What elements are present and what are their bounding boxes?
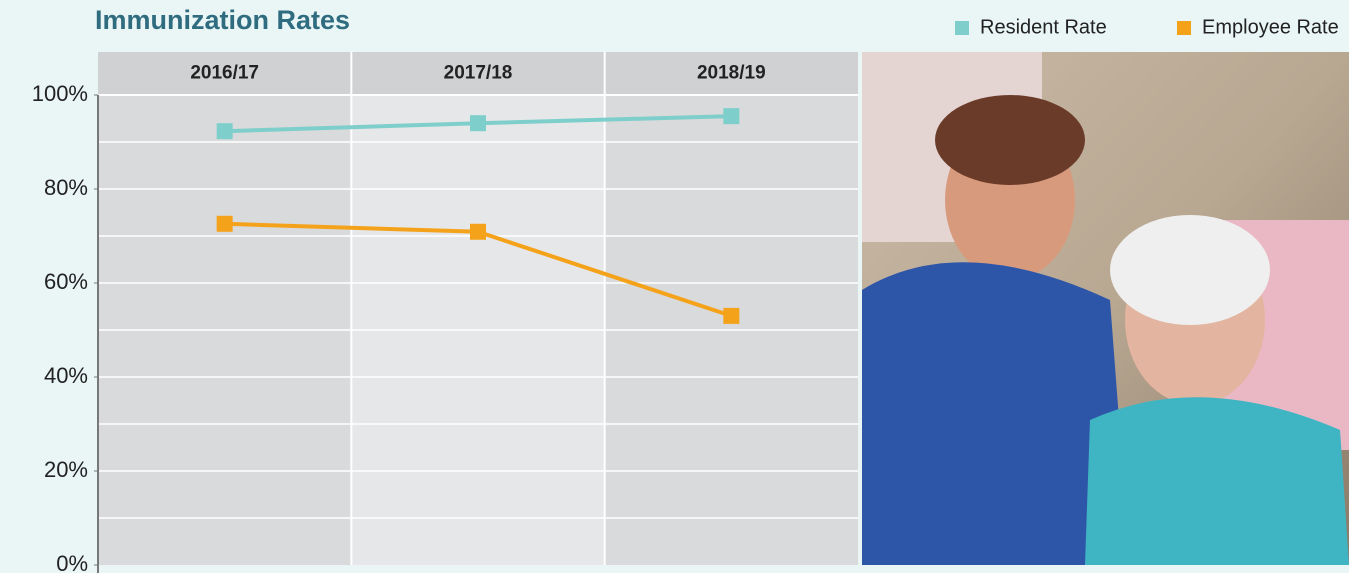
legend-swatch [955, 21, 969, 35]
photo-hair-1 [935, 95, 1085, 185]
chart-title: Immunization Rates [95, 5, 350, 35]
photo-shirt-2 [1085, 397, 1349, 565]
data-point [217, 216, 233, 232]
x-tick-label: 2016/17 [190, 63, 259, 84]
page: {"chart_data": { "type": "line", "title"… [0, 0, 1349, 573]
legend-label: Employee Rate [1202, 16, 1339, 38]
x-tick-label: 2018/19 [697, 63, 766, 84]
chart: Immunization Rates 0% 20% 40% 60% 80% 100% 201… [0, 0, 1349, 573]
data-point [217, 123, 233, 139]
y-tick-label: 80% [44, 175, 88, 200]
x-tick-label: 2017/18 [444, 63, 513, 84]
y-tick-label: 0% [56, 551, 88, 573]
legend-swatch [1177, 21, 1191, 35]
legend-label: Resident Rate [980, 16, 1107, 38]
data-point [470, 224, 486, 240]
y-tick-label: 60% [44, 269, 88, 294]
data-point [723, 308, 739, 324]
y-tick-label: 40% [44, 363, 88, 388]
photo-hair-2 [1110, 215, 1270, 325]
y-tick-label: 100% [32, 81, 88, 106]
photo [862, 52, 1349, 565]
data-point [723, 108, 739, 124]
y-tick-label: 20% [44, 457, 88, 482]
data-point [470, 115, 486, 131]
